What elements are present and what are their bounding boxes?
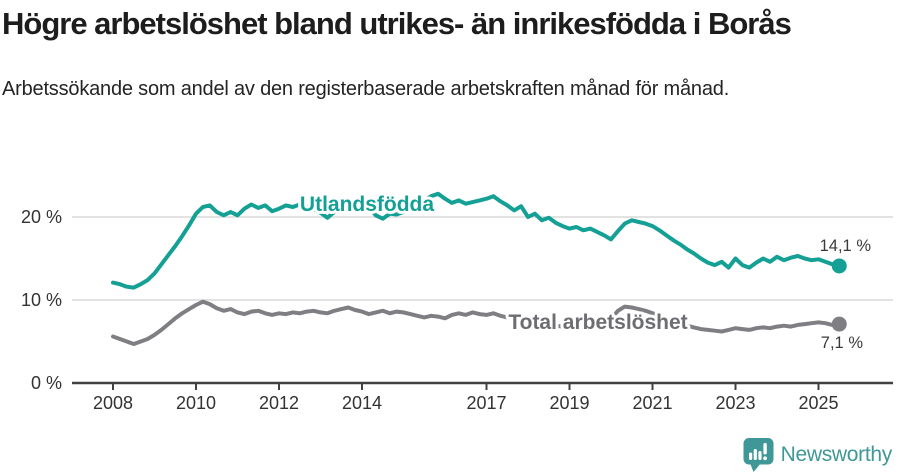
newsworthy-logo: Newsworthy <box>743 437 892 472</box>
x-tick-label-2025: 2025 <box>798 393 838 413</box>
series-end-dot-total-arbetsl-shet <box>831 316 847 332</box>
y-tick-label-20: 20 % <box>21 207 62 227</box>
series-line-total-arbetsl-shet <box>111 299 842 346</box>
y-tick-label-10: 10 % <box>21 290 62 310</box>
end-value-label-utlandsf-dda: 14,1 % <box>820 237 872 255</box>
x-tick-label-2008: 2008 <box>93 393 133 413</box>
x-tick-label-2017: 2017 <box>466 393 506 413</box>
page-title: Högre arbetslöshet bland utrikes- än inr… <box>2 6 792 41</box>
newsworthy-bubble-chart-icon <box>743 438 774 472</box>
series-label-utlandsf-dda: Utlandsfödda <box>300 193 434 216</box>
x-tick-label-2019: 2019 <box>549 393 589 413</box>
x-tick-label-2021: 2021 <box>632 393 672 413</box>
chart-subtitle: Arbetssökande som andel av den registerb… <box>2 78 730 100</box>
newsworthy-logo-text: Newsworthy <box>780 442 893 466</box>
series-end-dot-utlandsf-dda <box>831 258 847 274</box>
x-tick-label-2023: 2023 <box>715 393 755 413</box>
series-line-utlandsf-dda <box>111 191 842 290</box>
x-tick-label-2014: 2014 <box>342 393 382 413</box>
x-tick-label-2010: 2010 <box>176 393 216 413</box>
end-value-label-total-arbetsl-shet: 7,1 % <box>821 334 864 352</box>
y-tick-label-0: 0 % <box>31 373 62 393</box>
x-tick-label-2012: 2012 <box>259 393 299 413</box>
series-label-total-arbetsl-shet: Total arbetslöshet <box>508 311 687 334</box>
